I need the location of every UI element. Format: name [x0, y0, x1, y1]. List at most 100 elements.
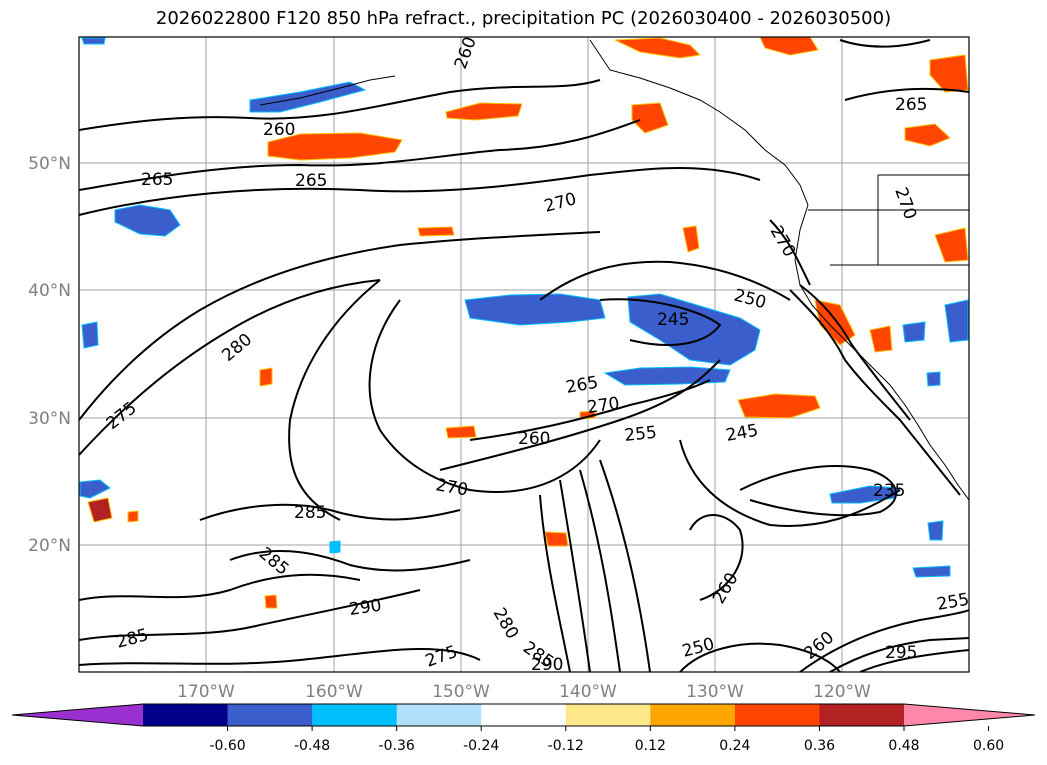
contour-label: 295 — [885, 643, 917, 663]
colorbar-segment — [650, 704, 736, 726]
coastline-alaska — [589, 39, 809, 206]
precip-blob — [445, 425, 477, 439]
contour-line — [199, 503, 461, 521]
contour-label: 290 — [348, 596, 383, 620]
colorbar-segment — [396, 704, 482, 726]
lon-label-160w: 160°W — [305, 682, 363, 702]
precip-blob — [267, 132, 403, 161]
precip-blob — [464, 293, 606, 326]
contour-label: 235 — [873, 481, 905, 501]
colorbar-extend-high — [904, 704, 1035, 726]
precip-blob — [912, 565, 951, 578]
contour-line — [79, 589, 421, 641]
map-area — [79, 37, 969, 672]
contour-line — [769, 219, 811, 286]
precip-blob — [737, 393, 821, 419]
precip-blob — [682, 225, 700, 253]
colorbar-tick-label: 0.48 — [888, 738, 919, 754]
contour-line — [368, 299, 601, 493]
precip-blob — [79, 479, 111, 499]
contour-line — [79, 648, 481, 666]
contour-line — [599, 459, 651, 672]
precip-blob — [264, 594, 278, 609]
contour-line — [79, 231, 601, 421]
precip-blob — [127, 510, 139, 523]
colorbar-tick-label: 0.12 — [635, 738, 666, 754]
contour-label: 265 — [895, 95, 927, 115]
precip-negative-areas — [79, 37, 969, 578]
colorbar-tick-label: 0.24 — [719, 738, 750, 754]
longitude-labels: 170°W 160°W 150°W 140°W 130°W 120°W — [177, 682, 871, 702]
precip-blob — [114, 204, 181, 237]
colorbar-tick-label: -0.48 — [294, 738, 330, 754]
contour-line — [79, 279, 381, 456]
contour-label: 285 — [294, 503, 326, 523]
contour-label: 290 — [531, 655, 563, 675]
lat-label-20n: 20°N — [28, 536, 71, 556]
lon-label-120w: 120°W — [813, 682, 871, 702]
contour-line — [288, 279, 381, 521]
precip-blob — [87, 497, 113, 523]
colorbar-tick-label: -0.60 — [209, 738, 245, 754]
contour-label: 245 — [657, 310, 689, 330]
contour-line — [799, 284, 911, 421]
alaska-peninsula — [259, 75, 396, 106]
colorbar — [11, 703, 1036, 727]
contour-line — [229, 549, 471, 572]
contour-line — [79, 79, 601, 131]
coastline-us-west — [794, 204, 969, 501]
contour-label: 265 — [295, 171, 327, 191]
contour-line — [689, 514, 744, 601]
colorbar-segment — [312, 704, 398, 726]
precip-blob — [934, 227, 969, 263]
contour-line — [679, 642, 841, 672]
colorbar-tick-label: 0.36 — [804, 738, 835, 754]
colorbar-tick-label: -0.36 — [379, 738, 415, 754]
colorbar-segment — [227, 704, 313, 726]
contour-label: 255 — [623, 423, 657, 446]
precip-blob — [759, 37, 819, 56]
state-borders — [830, 174, 969, 266]
contour-line — [559, 479, 591, 672]
contour-line — [79, 573, 361, 601]
lon-label-130w: 130°W — [686, 682, 744, 702]
colorbar-segment — [481, 704, 567, 726]
precip-blob — [329, 540, 341, 554]
lon-label-170w: 170°W — [177, 682, 235, 702]
contour-line — [859, 649, 969, 672]
lat-label-30n: 30°N — [28, 409, 71, 429]
map-title: 2026022800 F120 850 hPa refract., precip… — [155, 8, 892, 29]
colorbar-tick-label: 0.60 — [973, 738, 1004, 754]
lat-label-50n: 50°N — [28, 154, 71, 174]
contour-label: 260 — [263, 120, 295, 140]
colorbar-tick-label: -0.12 — [548, 738, 584, 754]
precip-blob — [631, 102, 669, 134]
contour-line — [679, 439, 901, 527]
precip-blob — [614, 37, 702, 59]
contour-line — [439, 359, 721, 471]
contour-line — [579, 469, 621, 672]
precip-positive-areas — [87, 37, 969, 609]
colorbar-segment — [819, 704, 905, 726]
precip-blob — [902, 321, 926, 343]
contour-line — [79, 167, 761, 216]
precip-blob — [627, 293, 761, 366]
contour-line — [829, 637, 969, 672]
precip-blob — [249, 81, 367, 113]
coastline — [259, 39, 969, 501]
precip-blob — [259, 367, 273, 387]
contour-line — [844, 87, 969, 101]
colorbar-outline — [11, 703, 1036, 727]
contour-line — [469, 379, 711, 441]
colorbar-segment — [734, 704, 820, 726]
precip-blob — [944, 299, 969, 343]
contour-line — [739, 465, 897, 517]
contour-line — [599, 298, 722, 346]
colorbar-extend-low — [12, 704, 143, 726]
contour-line — [79, 119, 641, 191]
precip-blob — [926, 371, 941, 387]
contour-line — [539, 494, 571, 672]
refractivity-contours — [79, 39, 969, 672]
contour-label: 265 — [141, 170, 173, 190]
